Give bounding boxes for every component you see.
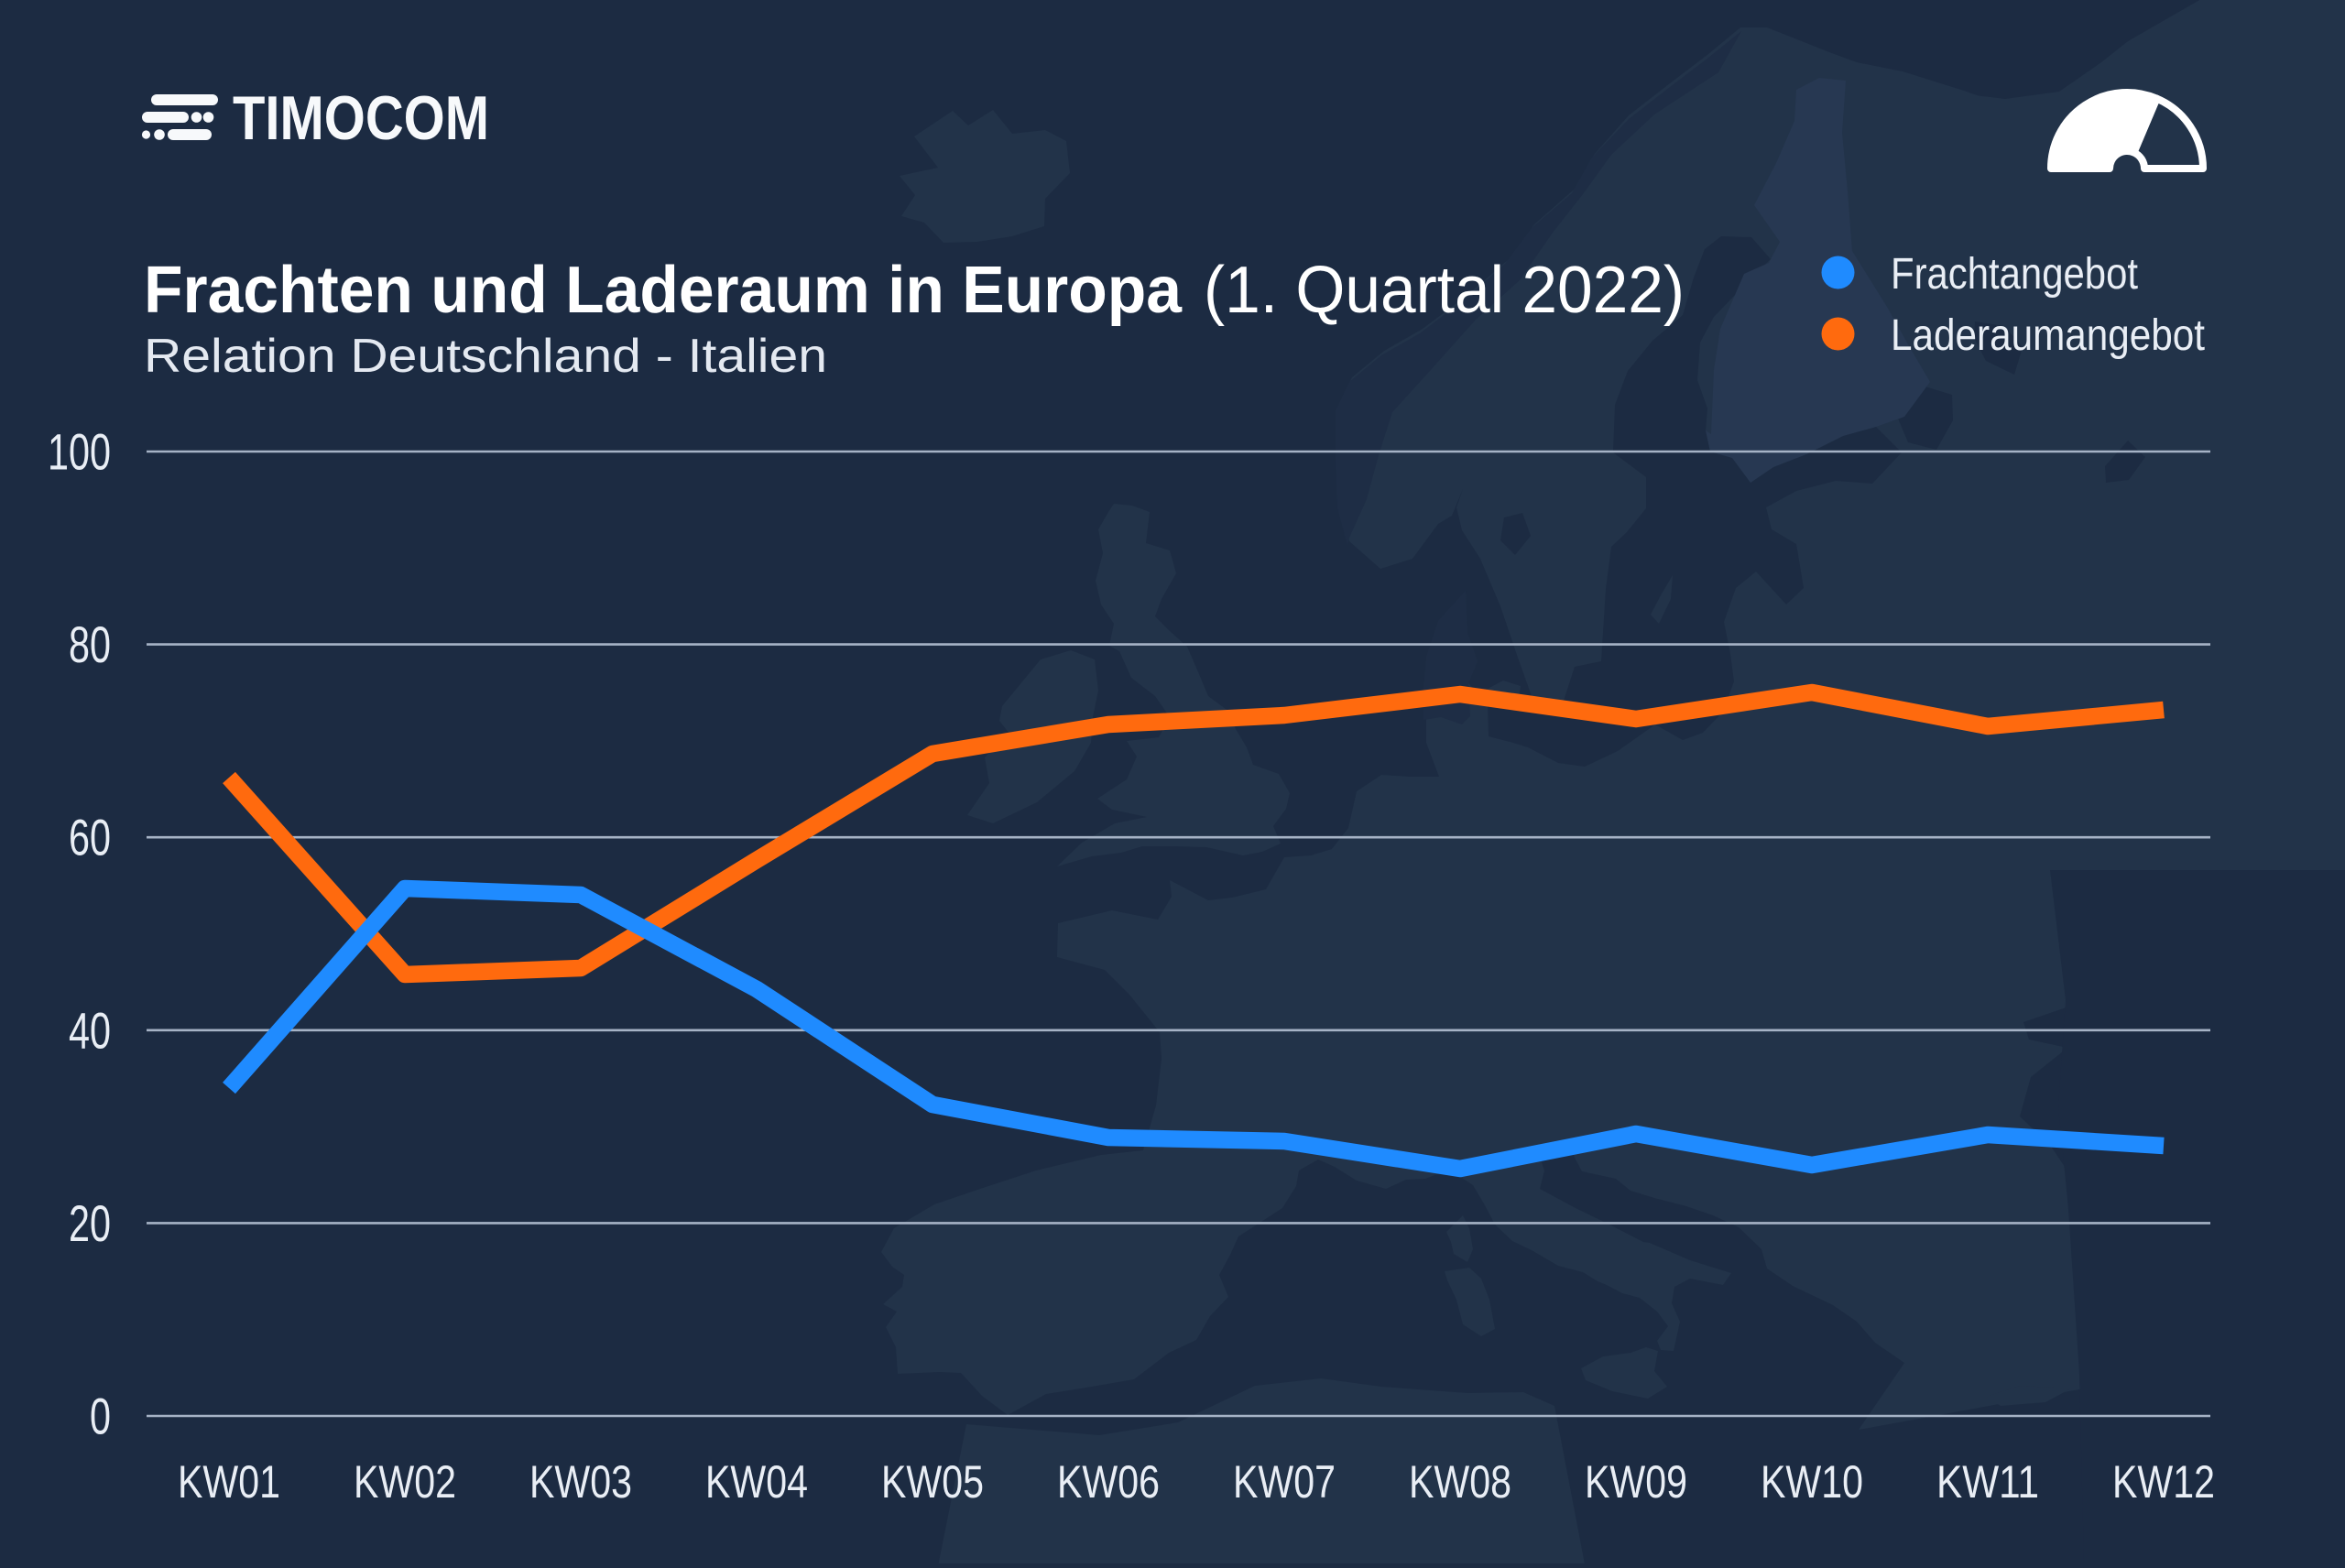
svg-text:KW10: KW10 — [1761, 1456, 1863, 1508]
svg-text:KW02: KW02 — [354, 1456, 456, 1508]
svg-text:Laderaumangebot: Laderaumangebot — [1891, 311, 2205, 360]
svg-text:Relation Deutschland - Italien: Relation Deutschland - Italien — [144, 330, 827, 383]
svg-text:KW11: KW11 — [1936, 1456, 2039, 1508]
svg-text:KW07: KW07 — [1233, 1456, 1336, 1508]
svg-text:TIMOCOM: TIMOCOM — [233, 83, 489, 153]
svg-text:Frachtangebot: Frachtangebot — [1891, 250, 2138, 299]
svg-text:100: 100 — [48, 423, 111, 481]
svg-text:KW08: KW08 — [1409, 1456, 1511, 1508]
svg-text:KW05: KW05 — [881, 1456, 984, 1508]
svg-text:60: 60 — [69, 809, 111, 866]
svg-text:80: 80 — [69, 615, 111, 673]
svg-text:40: 40 — [69, 1001, 111, 1059]
svg-text:KW04: KW04 — [705, 1456, 808, 1508]
svg-text:KW09: KW09 — [1585, 1456, 1687, 1508]
svg-text:KW03: KW03 — [529, 1456, 632, 1508]
svg-text:0: 0 — [90, 1388, 111, 1445]
svg-text:KW06: KW06 — [1057, 1456, 1160, 1508]
svg-text:KW01: KW01 — [178, 1456, 280, 1508]
svg-text:Frachten und Laderaum in Europ: Frachten und Laderaum in Europa (1. Quart… — [144, 254, 1685, 327]
svg-text:20: 20 — [69, 1194, 111, 1252]
svg-text:KW12: KW12 — [2112, 1456, 2215, 1508]
